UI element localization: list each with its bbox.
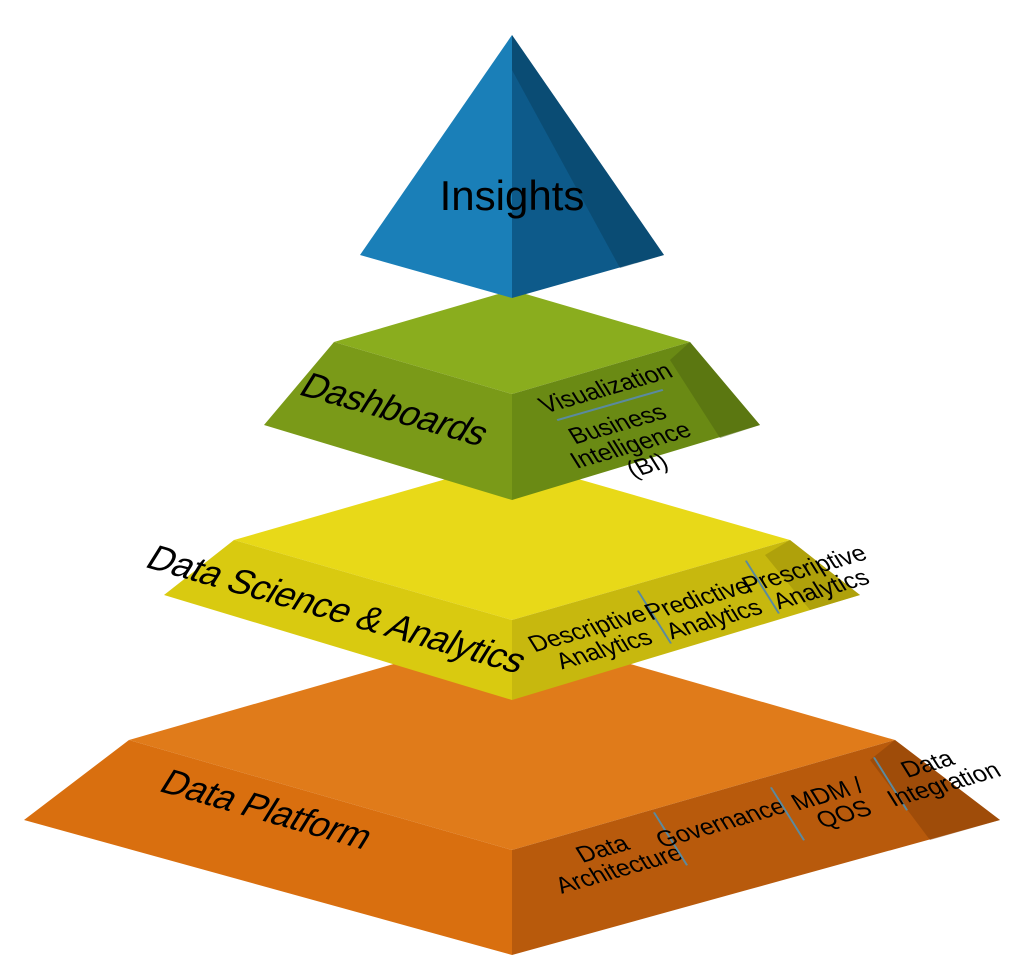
level-dashboards: Dashboards Visualization Business Intell… — [264, 290, 760, 500]
level-insights: Insights — [360, 35, 664, 298]
apex-front-face — [360, 35, 512, 298]
apex-title: Insights — [440, 172, 585, 219]
pyramid-diagram: Data Platform Data Architecture Governan… — [0, 0, 1024, 970]
